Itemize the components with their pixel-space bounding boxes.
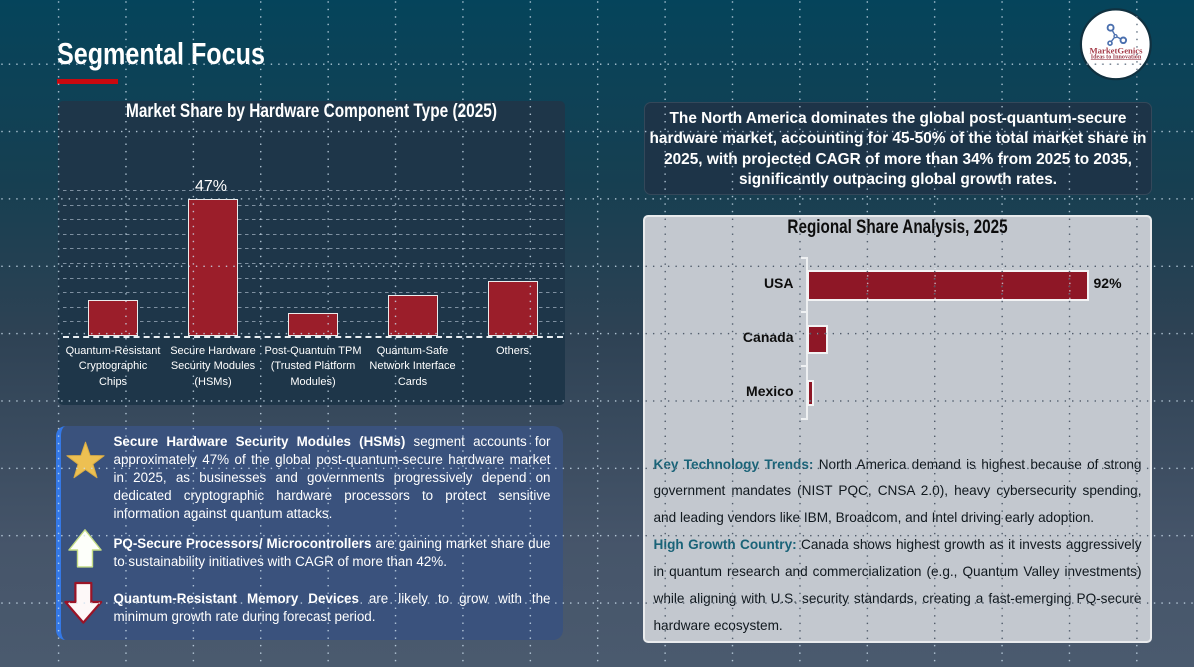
svg-text:Ideas to Innovation: Ideas to Innovation [1091, 54, 1142, 60]
